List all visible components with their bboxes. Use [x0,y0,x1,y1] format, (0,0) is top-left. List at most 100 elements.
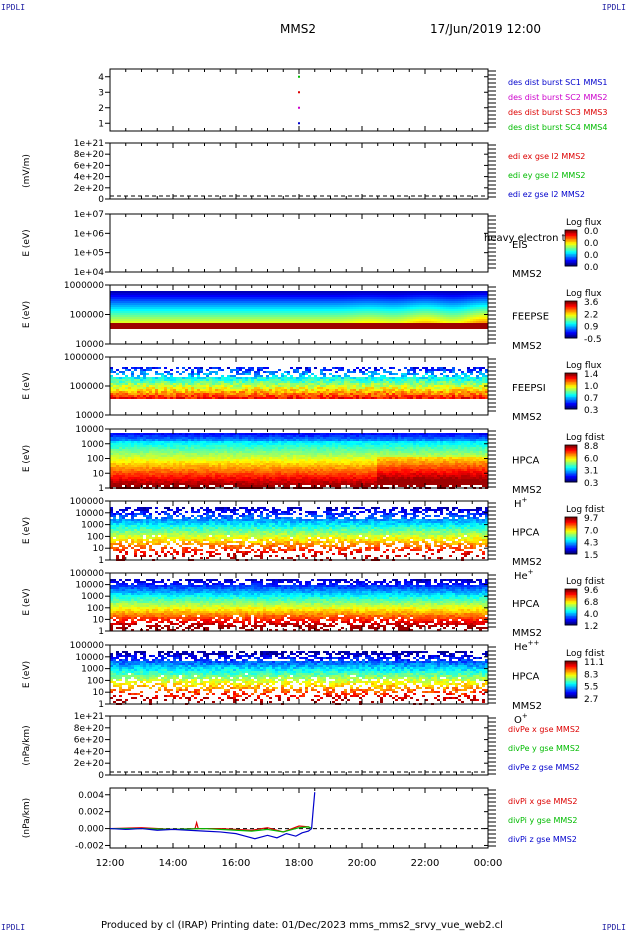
heatmap-cell [479,305,482,307]
heatmap-cell [206,321,209,323]
colorbar-swatch [565,333,577,336]
heatmap-cell [260,397,263,399]
heatmap-cell [434,309,437,311]
heatmap-cell [296,325,299,327]
heatmap-cell [236,309,239,311]
heatmap-cell [476,395,479,397]
heatmap-cell [449,325,452,327]
heatmap-cell [143,437,146,439]
heatmap-cell [278,297,281,299]
heatmap-cell [188,307,191,309]
heatmap-cell [332,381,335,383]
heatmap-cell [482,315,485,317]
heatmap-cell [149,377,152,379]
heatmap-cell [191,299,194,301]
heatmap-cell [179,323,182,325]
heatmap-cell [446,297,449,299]
heatmap-cell [236,373,239,375]
heatmap-cell [128,293,131,295]
colorbar-swatch [565,310,577,313]
heatmap-cell [284,387,287,389]
heatmap-cell [161,317,164,319]
heatmap-cell [275,293,278,295]
heatmap-cell [263,393,266,395]
heatmap-cell [125,459,128,461]
heatmap-cell [110,455,113,457]
heatmap-cell [302,313,305,315]
heatmap-cell [137,293,140,295]
heatmap-cell [425,383,428,385]
heatmap-cell [209,395,212,397]
heatmap-cell [362,317,365,319]
heatmap-cell [446,389,449,391]
colorbar-swatch [565,395,577,398]
heatmap-cell [203,323,206,325]
heatmap-cell [143,453,146,455]
heatmap-cell [266,311,269,313]
heatmap-cell [158,321,161,323]
heatmap-cell [245,309,248,311]
heatmap-cell [476,321,479,323]
heatmap-cell [227,319,230,321]
heatmap-cell [122,471,125,473]
heatmap-cell [425,385,428,387]
heatmap-cell [131,323,134,325]
heatmap-cell [164,381,167,383]
heatmap-cell [440,307,443,309]
heatmap-cell [464,313,467,315]
heatmap-cell [119,467,122,469]
heatmap-cell [443,387,446,389]
heatmap-cell [233,291,236,293]
heatmap-cell [398,295,401,297]
heatmap-cell [368,393,371,395]
heatmap-cell [212,395,215,397]
heatmap-cell [230,379,233,381]
heatmap-cell [125,375,128,377]
heatmap-cell [458,375,461,377]
heatmap-cell [377,397,380,399]
heatmap-cell [149,307,152,309]
heatmap-cell [383,301,386,303]
heatmap-cell [359,325,362,327]
heatmap-cell [236,293,239,295]
heatmap-cell [125,461,128,463]
heatmap-cell [212,311,215,313]
heatmap-cell [161,325,164,327]
heatmap-cell [272,323,275,325]
heatmap-cell [416,379,419,381]
heatmap-cell [326,327,329,329]
heatmap-cell [125,483,128,485]
heatmap-cell [377,293,380,295]
heatmap-cell [377,297,380,299]
heatmap-cell [227,397,230,399]
heatmap-cell [263,313,266,315]
heatmap-cell [149,477,152,479]
heatmap-cell [317,383,320,385]
heatmap-cell [431,387,434,389]
heatmap-cell [431,323,434,325]
heatmap-cell [155,397,158,399]
heatmap-cell [371,387,374,389]
heatmap-cell [461,323,464,325]
colorbar-swatch [565,258,577,261]
heatmap-cell [272,389,275,391]
heatmap-cell [464,387,467,389]
heatmap-cell [455,301,458,303]
heatmap-cell [182,291,185,293]
heatmap-cell [221,305,224,307]
heatmap-cell [188,327,191,329]
heatmap-cell [434,393,437,395]
heatmap-cell [479,327,482,329]
heatmap-cell [257,393,260,395]
heatmap-cell [419,303,422,305]
heatmap-cell [194,391,197,393]
heatmap-cell [332,319,335,321]
heatmap-cell [350,293,353,295]
heatmap-cell [242,293,245,295]
heatmap-cell [299,397,302,399]
heatmap-cell [239,393,242,395]
heatmap-cell [344,315,347,317]
heatmap-cell [425,319,428,321]
heatmap-cell [206,387,209,389]
heatmap-cell [197,369,200,371]
